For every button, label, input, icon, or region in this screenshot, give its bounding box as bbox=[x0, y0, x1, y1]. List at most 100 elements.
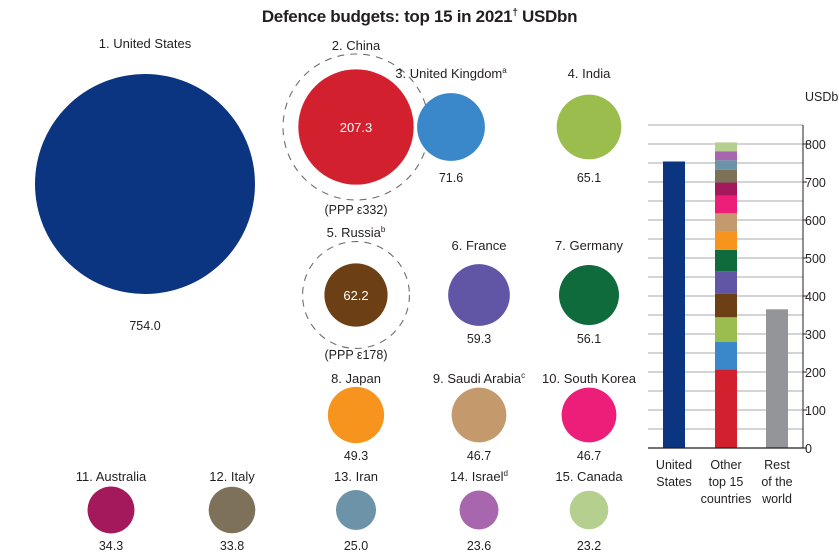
bubble-australia-label: 11. Australia bbox=[76, 469, 147, 484]
bubble-india-value: 65.1 bbox=[577, 171, 601, 185]
bubble-united-kingdom-circle bbox=[417, 93, 485, 161]
bar-segment-china bbox=[715, 369, 737, 448]
bar-segment-iran bbox=[715, 160, 737, 170]
bubble-united-kingdom-label: 3. United Kingdoma bbox=[395, 66, 507, 81]
bubble-japan-rank-name: 8. Japan bbox=[331, 371, 381, 386]
bubble-canada-value: 23.2 bbox=[577, 539, 601, 553]
x-tick-label: countries bbox=[701, 492, 752, 506]
bubble-australia-circle bbox=[87, 486, 135, 534]
bubble-russia-footnote: b bbox=[381, 225, 386, 234]
bubble-iran-circle bbox=[335, 489, 377, 531]
bubble-canada: 15. Canada 23.2 bbox=[555, 469, 623, 553]
bubble-united-states-rank-name: 1. United States bbox=[99, 36, 192, 51]
x-tick-label: top 15 bbox=[709, 475, 744, 489]
bar-unit-label: USDbn bbox=[805, 90, 839, 104]
bubble-iran-rank-name: 13. Iran bbox=[334, 469, 378, 484]
bubble-india: 4. India 65.1 bbox=[556, 66, 622, 185]
bar-segment-france bbox=[715, 271, 737, 294]
bubble-japan: 8. Japan 49.3 bbox=[327, 371, 385, 463]
bubble-saudi-arabia-footnote: c bbox=[521, 371, 525, 380]
bubble-russia-ppp-ring bbox=[302, 241, 410, 349]
y-tick-label: 0 bbox=[805, 442, 812, 456]
bubble-russia-value: 62.2 bbox=[343, 288, 368, 303]
bubble-germany: 7. Germany 56.1 bbox=[555, 238, 623, 346]
bubble-united-states: 1. United States 754.0 bbox=[35, 36, 255, 333]
y-tick-label: 400 bbox=[805, 290, 826, 304]
chart-title-text: Defence budgets: top 15 in 2021 bbox=[261, 7, 513, 26]
y-tick-label: 300 bbox=[805, 328, 826, 342]
bubble-russia: (PPP ε178) 5. Russiab 62.2 bbox=[302, 225, 410, 362]
bar-segment-united-states bbox=[663, 161, 685, 449]
bubble-russia-rank-name: 5. Russia bbox=[327, 225, 382, 240]
bubble-south-korea-value: 46.7 bbox=[577, 449, 601, 463]
x-tick-label: United bbox=[656, 458, 692, 472]
bubble-china-ppp-label: (PPP ε332) bbox=[324, 203, 387, 217]
bubble-israel-circle bbox=[459, 490, 499, 530]
bar-rest-of-the-world: Rest of the world bbox=[761, 309, 793, 506]
bubble-iran-value: 25.0 bbox=[344, 539, 368, 553]
bubble-japan-circle bbox=[327, 386, 385, 444]
bubble-france: 6. France 59.3 bbox=[448, 238, 510, 346]
bubble-russia-label: 5. Russiab bbox=[327, 225, 386, 240]
bubble-germany-label: 7. Germany bbox=[555, 238, 623, 253]
bubble-germany-rank-name: 7. Germany bbox=[555, 238, 623, 253]
bubble-india-label: 4. India bbox=[568, 66, 611, 81]
bubble-united-states-value: 754.0 bbox=[129, 319, 160, 333]
bubble-israel-rank-name: 14. Israel bbox=[450, 469, 504, 484]
bubble-japan-label: 8. Japan bbox=[331, 371, 381, 386]
bar-segment-australia bbox=[715, 182, 737, 196]
bubble-saudi-arabia: 9. Saudi Arabiac 46.7 bbox=[433, 371, 525, 463]
x-tick-label: States bbox=[656, 475, 691, 489]
bar-segment-israel bbox=[715, 151, 737, 161]
bar-segment-south-korea bbox=[715, 195, 737, 214]
bubble-italy: 12. Italy 33.8 bbox=[208, 469, 256, 553]
bubble-united-kingdom: 3. United Kingdoma 71.6 bbox=[395, 66, 507, 185]
bubble-china-rank-name: 2. China bbox=[332, 38, 381, 53]
bubble-japan-value: 49.3 bbox=[344, 449, 368, 463]
bubble-india-rank-name: 4. India bbox=[568, 66, 611, 81]
bubble-south-korea-label: 10. South Korea bbox=[542, 371, 637, 386]
x-tick-label: world bbox=[761, 492, 792, 506]
bubble-australia: 11. Australia 34.3 bbox=[76, 469, 147, 553]
bubble-australia-rank-name: 11. Australia bbox=[76, 469, 147, 484]
x-tick-label: Other bbox=[710, 458, 741, 472]
bubble-china-circle bbox=[298, 69, 414, 185]
bar-segment-united-kingdom bbox=[715, 342, 737, 370]
y-tick-label: 200 bbox=[805, 366, 826, 380]
bar-segment-saudi-arabia bbox=[715, 213, 737, 232]
bubble-canada-circle bbox=[569, 490, 609, 530]
bubble-italy-value: 33.8 bbox=[220, 539, 244, 553]
y-tick-label: 800 bbox=[805, 138, 826, 152]
bubble-australia-value: 34.3 bbox=[99, 539, 123, 553]
bar-segment-canada bbox=[715, 142, 737, 152]
bubble-south-korea: 10. South Korea 46.7 bbox=[542, 371, 637, 463]
bubble-saudi-arabia-value: 46.7 bbox=[467, 449, 491, 463]
bubble-saudi-arabia-rank-name: 9. Saudi Arabia bbox=[433, 371, 522, 386]
bar-segment-japan bbox=[715, 231, 737, 250]
bubble-germany-value: 56.1 bbox=[577, 332, 601, 346]
bubble-saudi-arabia-label: 9. Saudi Arabiac bbox=[433, 371, 525, 386]
y-tick-label: 500 bbox=[805, 252, 826, 266]
bubble-saudi-arabia-circle bbox=[451, 387, 507, 443]
bubble-france-label: 6. France bbox=[452, 238, 507, 253]
bubble-france-value: 59.3 bbox=[467, 332, 491, 346]
bubble-united-states-label: 1. United States bbox=[99, 36, 192, 51]
bubble-israel-footnote: d bbox=[504, 469, 508, 478]
bar-segment-italy bbox=[715, 169, 737, 183]
bubble-israel-value: 23.6 bbox=[467, 539, 491, 553]
bar-segment-india bbox=[715, 317, 737, 343]
bar-segment-russia bbox=[715, 293, 737, 318]
stacked-bar-chart: USDbn United States Other top 15 countries Res… bbox=[648, 90, 839, 506]
bubble-united-kingdom-rank-name: 3. United Kingdom bbox=[395, 66, 502, 81]
bubble-israel: 14. Israeld 23.6 bbox=[450, 469, 508, 553]
bar-segment-germany bbox=[715, 249, 737, 272]
bar-united-states: United States bbox=[656, 161, 692, 489]
x-tick-label: of the bbox=[761, 475, 792, 489]
bar-other-top-15-countries: Other top 15 countries bbox=[701, 142, 752, 506]
bubble-united-kingdom-footnote: a bbox=[502, 66, 507, 75]
bubble-united-states-circle bbox=[35, 74, 255, 294]
bubble-china: (PPP ε332) 2. China 207.3 bbox=[282, 38, 430, 217]
bubble-iran-label: 13. Iran bbox=[334, 469, 378, 484]
x-tick-label: Rest bbox=[764, 458, 790, 472]
